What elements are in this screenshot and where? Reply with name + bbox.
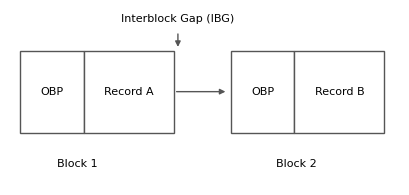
Text: Record B: Record B (315, 87, 364, 97)
Text: Block 1: Block 1 (57, 159, 98, 169)
Text: Block 2: Block 2 (276, 159, 317, 169)
Text: OBP: OBP (40, 87, 64, 97)
Bar (231, 51, 294, 133)
Text: Interblock Gap (IBG): Interblock Gap (IBG) (121, 14, 234, 25)
Text: OBP: OBP (251, 87, 274, 97)
Bar (84, 51, 174, 133)
Bar (294, 51, 384, 133)
Bar (20, 51, 84, 133)
Text: Record A: Record A (104, 87, 154, 97)
